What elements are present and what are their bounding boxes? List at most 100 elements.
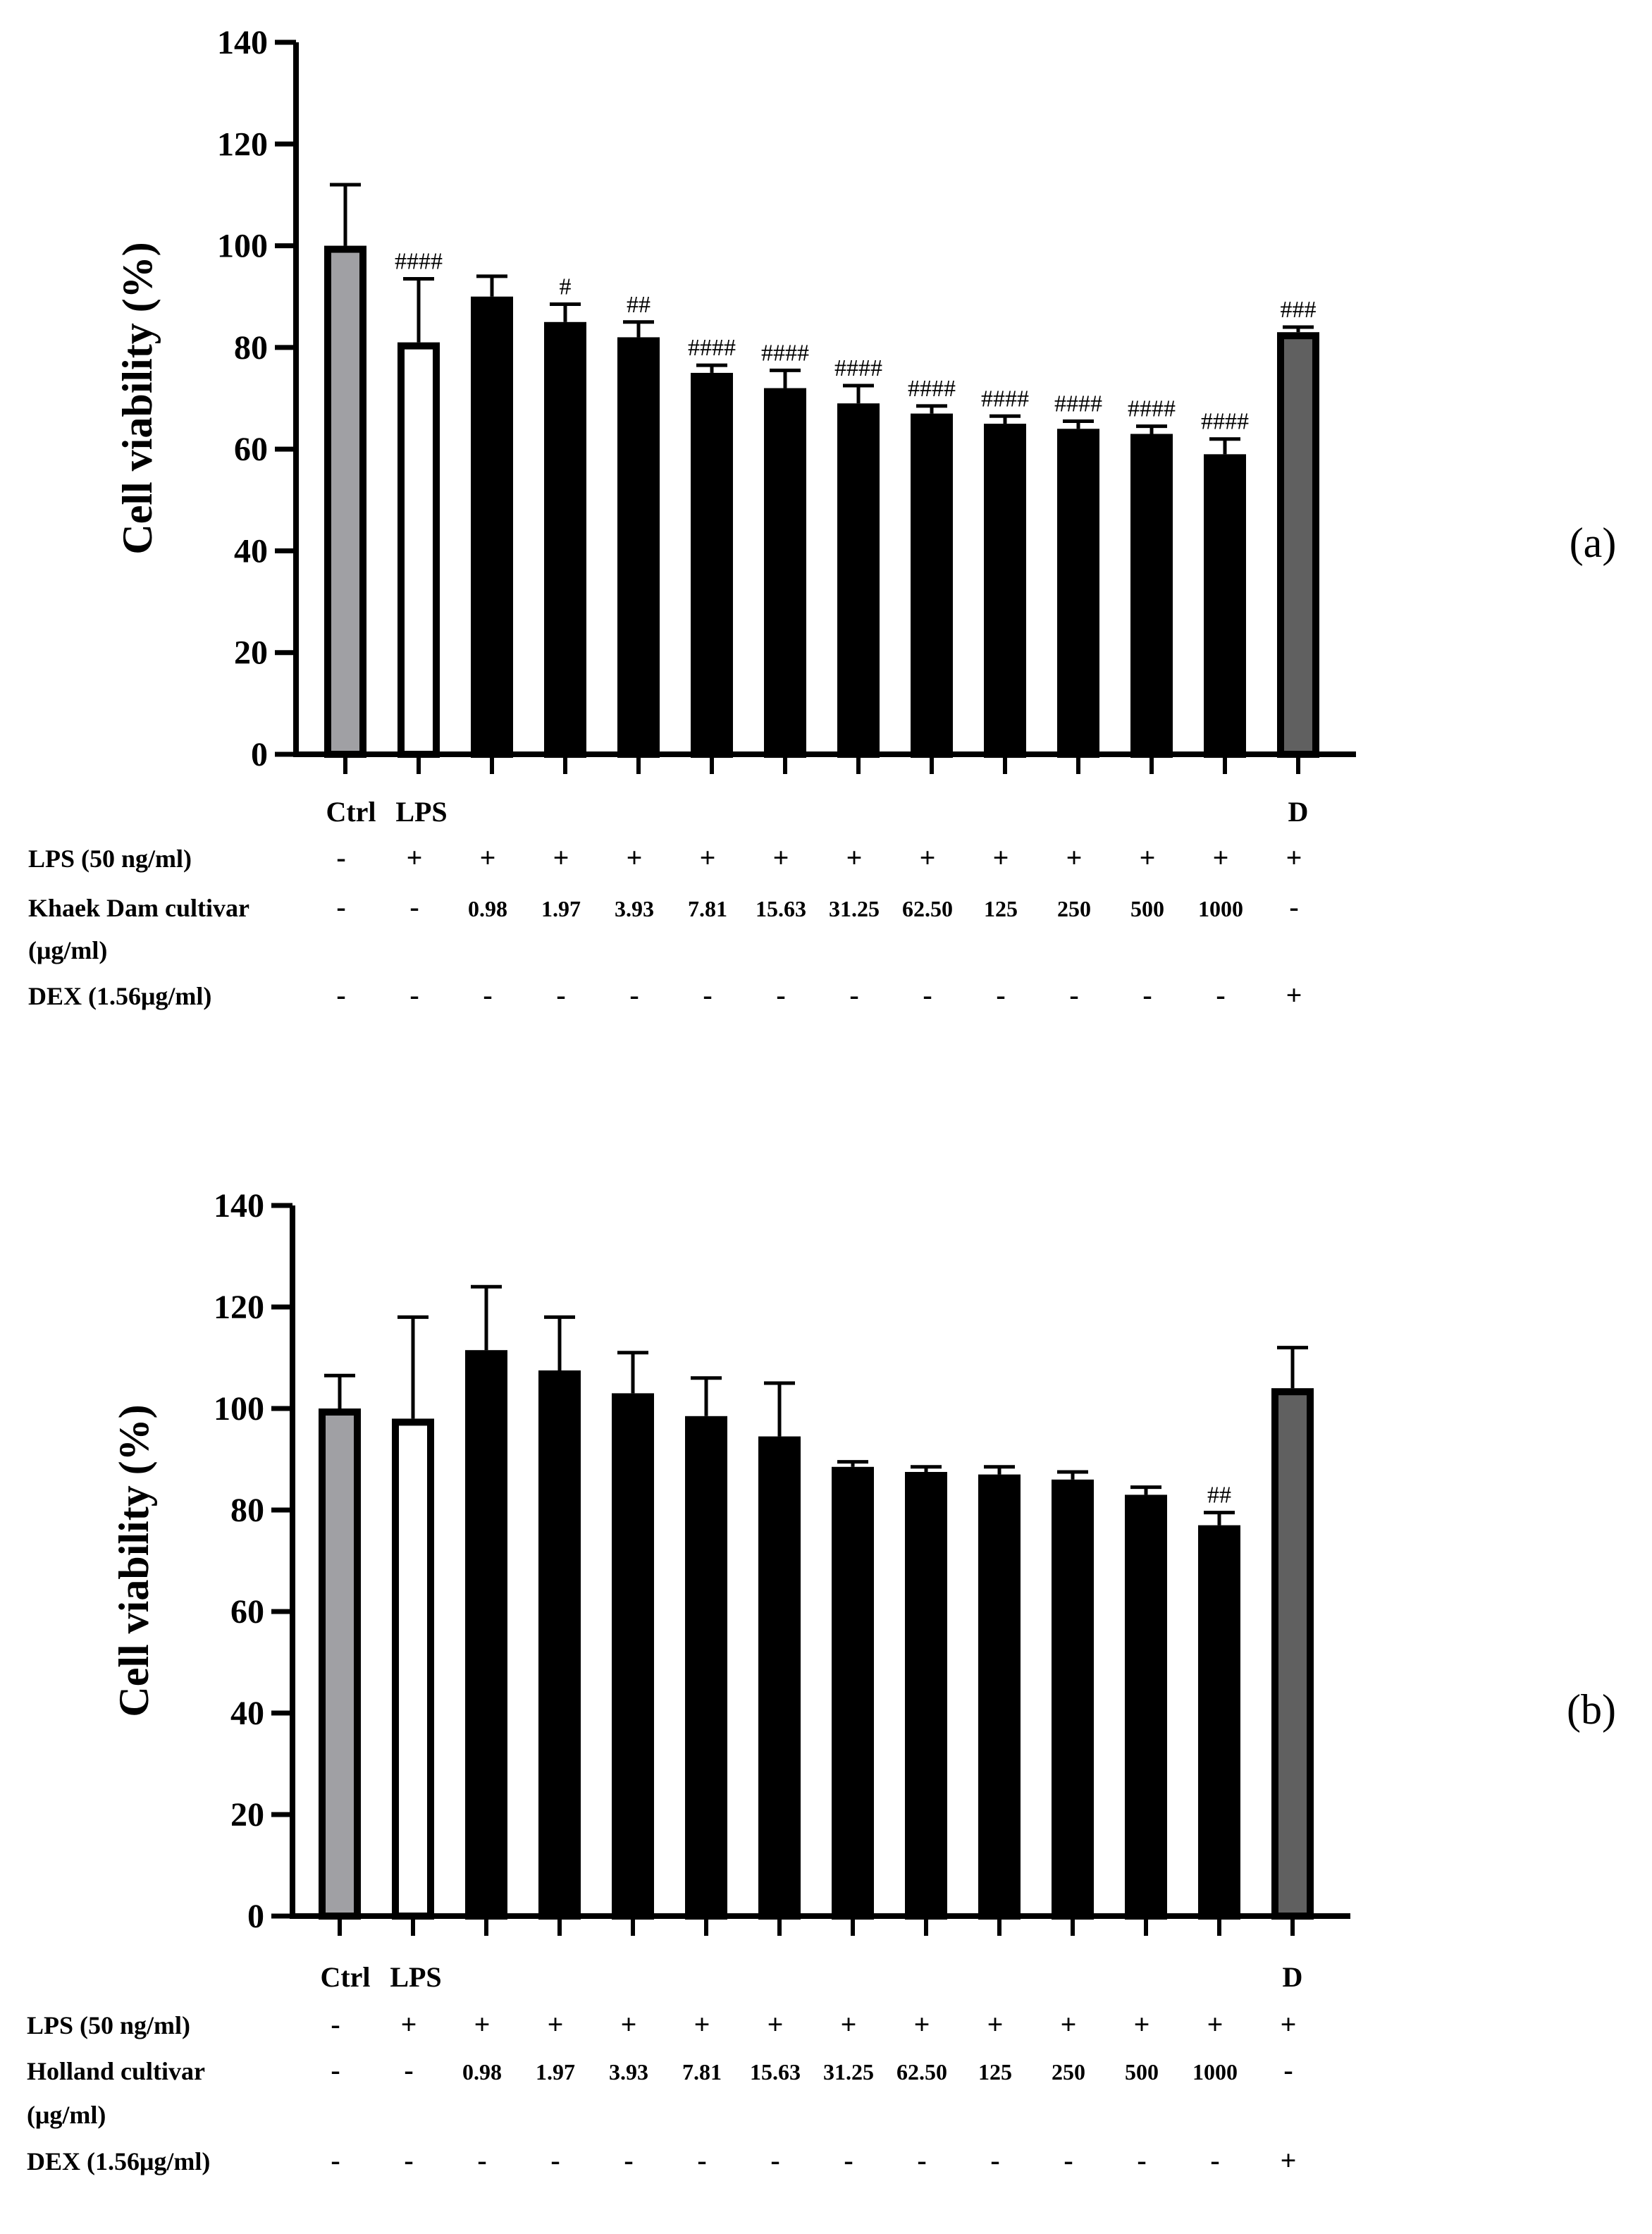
treatment-cell: - [917,2144,926,2176]
treatment-cell: - [336,979,345,1011]
significance-label: #### [908,376,956,402]
panel-label: (b) [1567,1686,1616,1733]
y-tick-label: 120 [214,1289,264,1326]
bar [978,1474,1021,1920]
x-category-label: LPS [390,1961,441,1993]
treatment-cell: + [694,2008,710,2040]
treatment-cell: - [556,979,565,1011]
treatment-cell: + [553,842,569,873]
significance-label: #### [1128,396,1176,422]
treatment-cell: 500 [1125,2059,1159,2085]
treatment-cell: - [703,979,712,1011]
bar [617,337,660,758]
significance-label: #### [1201,409,1249,435]
treatment-cell: - [409,891,419,923]
bar [764,388,806,758]
treatment-cell: - [336,842,345,873]
x-category-label: D [1283,1961,1303,1993]
treatment-cell: + [1213,842,1229,873]
treatment-cell: + [1281,2008,1297,2040]
treatment-cell: + [627,842,643,873]
treatment-cell: 250 [1052,2059,1085,2085]
bar [612,1393,654,1920]
treatment-cell: 500 [1130,896,1164,921]
treatment-row-label: Holland cultivar [27,2057,205,2085]
treatment-cell: - [409,979,419,1011]
treatment-cell: - [404,2054,413,2086]
treatment-cell: + [548,2008,564,2040]
treatment-cell: + [768,2008,784,2040]
treatment-cell: 31.25 [829,896,880,921]
treatment-cell: - [776,979,785,1011]
bar [691,372,733,758]
x-category-label: LPS [395,796,447,828]
treatment-cell: + [914,2008,930,2040]
treatment-cell: - [1283,2054,1293,2086]
y-tick-label: 80 [234,329,268,367]
treatment-cell: + [1207,2008,1223,2040]
treatment-cell: - [697,2144,706,2176]
significance-label: #### [1054,391,1102,417]
treatment-cell: 3.93 [615,896,654,921]
bar [1052,1479,1094,1920]
treatment-cell: 62.50 [902,896,953,921]
bar [1271,1388,1314,1920]
y-tick-label: 100 [214,1390,264,1428]
treatment-cell: + [1281,2144,1297,2176]
treatment-cell: - [1216,979,1225,1011]
significance-label: #### [981,386,1029,412]
treatment-cell: + [1286,842,1302,873]
significance-label: #### [834,355,882,381]
y-axis-title: Cell viability (%) [111,1404,157,1717]
significance-label: ## [627,292,651,318]
y-tick-label: 0 [247,1898,264,1935]
treatment-cell: - [336,891,345,923]
treatment-cell: 15.63 [756,896,806,921]
treatment-cell: 1.97 [541,896,581,921]
bar [465,1350,507,1920]
treatment-cell: + [846,842,863,873]
treatment-cell: - [1210,2144,1219,2176]
bar [471,296,513,758]
treatment-cell: - [1064,2144,1073,2176]
treatment-cell: + [1286,979,1302,1011]
treatment-row-label: (μg/ml) [27,2101,106,2129]
y-tick-label: 20 [230,1796,264,1834]
treatment-cell: - [849,979,858,1011]
bar [319,1408,361,1920]
treatment-cell: - [477,2144,486,2176]
bar [832,1466,874,1920]
treatment-cell: + [1061,2008,1077,2040]
panel-a-chart: 0 20 40 60 80 100 120 140 Cell viability (%) Ctrl… [28,24,1616,1011]
bar [324,245,366,759]
y-tick-label: 0 [251,736,268,773]
treatment-cell: + [621,2008,637,2040]
treatment-cell: - [550,2144,560,2176]
x-category-label: D [1288,796,1309,828]
bar [392,1418,434,1920]
x-category-label: Ctrl [326,796,376,828]
y-tick-label: 40 [230,1695,264,1732]
y-tick-label: 120 [217,125,268,163]
significance-label: #### [395,248,443,274]
bar [905,1472,947,1920]
bar [1057,429,1099,758]
treatment-row-label: Khaek Dam cultivar [28,894,249,922]
treatment-cell: - [1142,979,1152,1011]
x-category-label: Ctrl [320,1961,370,1993]
bar [758,1436,801,1920]
bar [544,321,586,758]
y-tick-label: 140 [214,1187,264,1225]
treatment-cell: 0.98 [468,896,507,921]
treatment-cell: + [474,2008,491,2040]
treatment-row-label: DEX (1.56μg/ml) [27,2147,210,2175]
treatment-cell: 125 [984,896,1018,921]
y-tick-label: 60 [234,431,268,468]
treatment-cell: 125 [978,2059,1012,2085]
y-tick-label: 140 [217,24,268,61]
treatment-cell: - [624,2144,633,2176]
treatment-cell: + [993,842,1009,873]
significance-label: #### [688,335,736,361]
treatment-cell: 1.97 [536,2059,575,2085]
